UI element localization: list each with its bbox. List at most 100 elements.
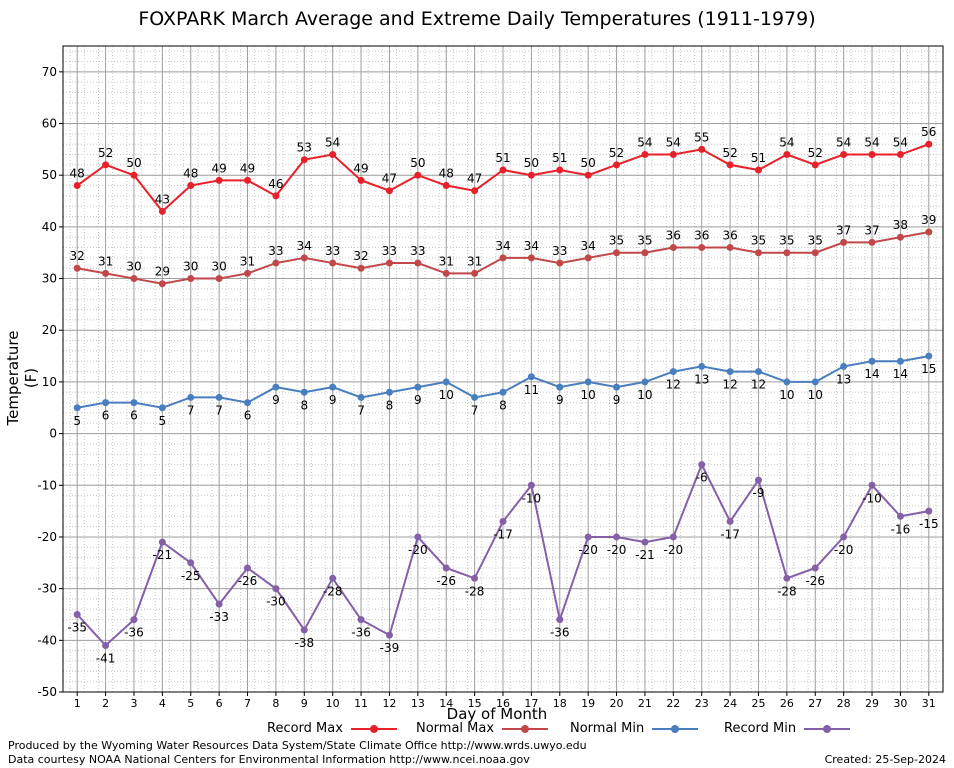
- data-label: 6: [130, 409, 138, 423]
- data-point: [840, 362, 848, 370]
- data-point: [641, 378, 649, 386]
- data-label: 35: [751, 234, 766, 248]
- data-label: -36: [124, 626, 144, 640]
- data-point: [556, 166, 564, 174]
- data-point: [925, 352, 933, 360]
- data-label: 7: [471, 403, 479, 417]
- data-point: [868, 238, 876, 246]
- data-point: [556, 259, 564, 267]
- data-label: -35: [67, 620, 87, 634]
- data-point: [783, 378, 791, 386]
- data-point: [783, 249, 791, 257]
- data-label: -10: [862, 491, 882, 505]
- data-point: [329, 151, 337, 159]
- x-tick-label: 9: [301, 697, 308, 710]
- legend-label: Record Min: [724, 721, 797, 736]
- x-tick-label: 29: [865, 697, 879, 710]
- data-point: [613, 249, 621, 257]
- legend-line-icon: [350, 724, 397, 733]
- data-label: 50: [581, 156, 596, 170]
- data-point: [244, 269, 252, 277]
- legend-record-max: Record Max: [267, 721, 397, 736]
- data-point: [357, 393, 365, 401]
- data-label: 39: [921, 213, 936, 227]
- data-point: [726, 244, 734, 252]
- data-label: 33: [382, 244, 397, 258]
- data-point: [783, 574, 791, 582]
- x-tick-label: 2: [102, 697, 109, 710]
- data-label: -20: [664, 543, 684, 557]
- data-label: -36: [351, 626, 371, 640]
- data-point: [158, 207, 166, 215]
- data-label: 34: [581, 239, 596, 253]
- data-label: -26: [238, 574, 258, 588]
- data-label: 7: [215, 403, 223, 417]
- data-point: [357, 176, 365, 184]
- data-point: [811, 249, 819, 257]
- data-point: [613, 161, 621, 169]
- legend-line-icon: [804, 724, 851, 733]
- data-label: -20: [408, 543, 428, 557]
- y-tick-label: 70: [42, 65, 57, 79]
- x-tick-label: 10: [326, 697, 340, 710]
- data-point: [641, 249, 649, 257]
- data-label: 35: [637, 234, 652, 248]
- x-tick-label: 19: [581, 697, 595, 710]
- legend-line-icon: [502, 724, 549, 733]
- data-point: [244, 564, 252, 572]
- data-point: [641, 538, 649, 546]
- data-point: [499, 166, 507, 174]
- data-label: -26: [805, 574, 825, 588]
- data-label: 46: [268, 177, 283, 191]
- data-label: 31: [439, 254, 454, 268]
- data-label: 53: [297, 141, 312, 155]
- y-tick-label: 10: [42, 375, 57, 389]
- data-point: [754, 368, 762, 376]
- data-point: [187, 559, 195, 567]
- data-point: [584, 254, 592, 262]
- data-label: 29: [155, 265, 170, 279]
- y-tick-label: 60: [42, 117, 57, 131]
- legend-line-icon: [652, 724, 699, 733]
- x-tick-label: 24: [723, 697, 737, 710]
- y-tick-label: 50: [42, 168, 57, 182]
- data-label: 10: [808, 388, 823, 402]
- data-label: 48: [183, 167, 198, 181]
- data-label: 34: [524, 239, 539, 253]
- data-label: -38: [294, 636, 314, 650]
- data-point: [754, 249, 762, 257]
- data-label: 52: [808, 146, 823, 160]
- y-tick-label: 40: [42, 220, 57, 234]
- data-label: 52: [609, 146, 624, 160]
- data-point: [73, 610, 81, 618]
- data-label: 48: [70, 167, 85, 181]
- data-label: 36: [694, 229, 709, 243]
- chart-title: FOXPARK March Average and Extreme Daily …: [138, 8, 816, 30]
- x-tick-label: 18: [553, 697, 567, 710]
- footer-produced: Produced by the Wyoming Water Resources …: [8, 739, 587, 752]
- data-point: [102, 269, 110, 277]
- data-label: 54: [893, 136, 908, 150]
- x-tick-label: 11: [354, 697, 368, 710]
- data-point: [158, 280, 166, 288]
- data-point: [868, 481, 876, 489]
- data-point: [244, 399, 252, 407]
- data-point: [272, 259, 280, 267]
- data-label: 37: [836, 223, 851, 237]
- data-point: [442, 269, 450, 277]
- data-label: -26: [436, 574, 456, 588]
- x-tick-label: 8: [272, 697, 279, 710]
- data-point: [527, 171, 535, 179]
- data-label: -39: [380, 641, 400, 655]
- data-label: 30: [126, 260, 141, 274]
- data-point: [471, 187, 479, 195]
- data-label: -21: [153, 548, 173, 562]
- x-tick-label: 5: [187, 697, 194, 710]
- y-tick-label: -40: [37, 633, 57, 647]
- data-label: 8: [499, 398, 507, 412]
- data-point: [442, 182, 450, 190]
- data-point: [783, 151, 791, 159]
- data-label: 54: [836, 136, 851, 150]
- data-point: [925, 507, 933, 515]
- data-point: [385, 259, 393, 267]
